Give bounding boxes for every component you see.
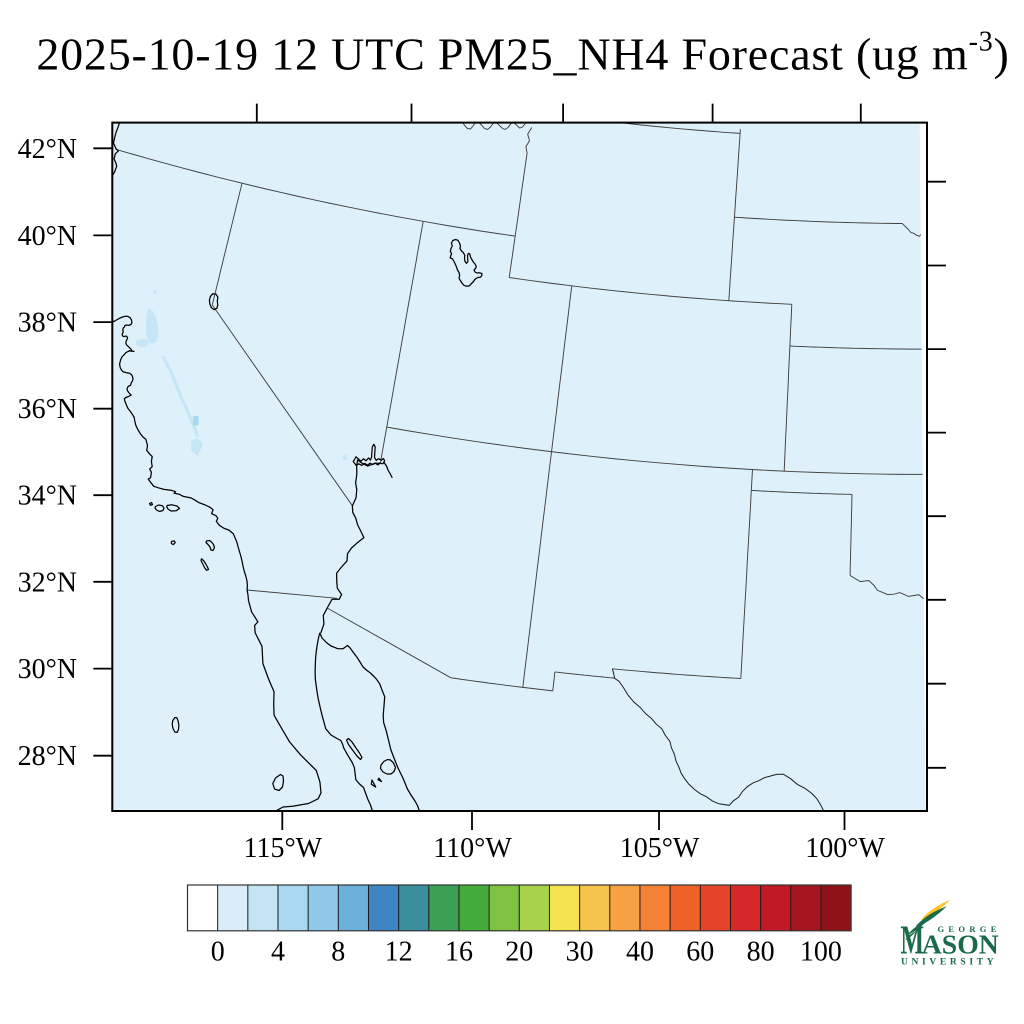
svg-text:34°N: 34°N bbox=[18, 481, 77, 512]
svg-text:28°N: 28°N bbox=[18, 741, 77, 772]
svg-text:M: M bbox=[901, 917, 925, 963]
svg-text:42°N: 42°N bbox=[18, 134, 77, 165]
svg-text:30°N: 30°N bbox=[18, 654, 77, 685]
svg-text:4: 4 bbox=[271, 937, 285, 968]
svg-text:40: 40 bbox=[626, 937, 654, 968]
svg-text:110°W: 110°W bbox=[433, 833, 512, 864]
svg-text:20: 20 bbox=[505, 937, 533, 968]
svg-text:32°N: 32°N bbox=[18, 567, 77, 598]
svg-text:38°N: 38°N bbox=[18, 308, 77, 339]
svg-text:30: 30 bbox=[566, 937, 594, 968]
svg-text:ASON: ASON bbox=[922, 930, 1000, 960]
svg-text:60: 60 bbox=[686, 937, 714, 968]
svg-text:12: 12 bbox=[385, 937, 413, 968]
svg-text:16: 16 bbox=[445, 937, 473, 968]
svg-text:80: 80 bbox=[747, 937, 775, 968]
svg-text:40°N: 40°N bbox=[18, 221, 77, 252]
svg-text:GEORGE: GEORGE bbox=[938, 924, 1000, 934]
svg-text:0: 0 bbox=[211, 937, 225, 968]
svg-text:115°W: 115°W bbox=[244, 833, 323, 864]
svg-text:8: 8 bbox=[331, 937, 345, 968]
svg-text:100°W: 100°W bbox=[805, 833, 885, 864]
svg-text:36°N: 36°N bbox=[18, 394, 77, 425]
svg-text:2025-10-19 12 UTC PM25_NH4 For: 2025-10-19 12 UTC PM25_NH4 Forecast (ug … bbox=[36, 27, 1009, 80]
svg-text:UNIVERSITY: UNIVERSITY bbox=[901, 957, 997, 967]
svg-text:100: 100 bbox=[800, 937, 842, 968]
svg-text:105°W: 105°W bbox=[620, 833, 700, 864]
